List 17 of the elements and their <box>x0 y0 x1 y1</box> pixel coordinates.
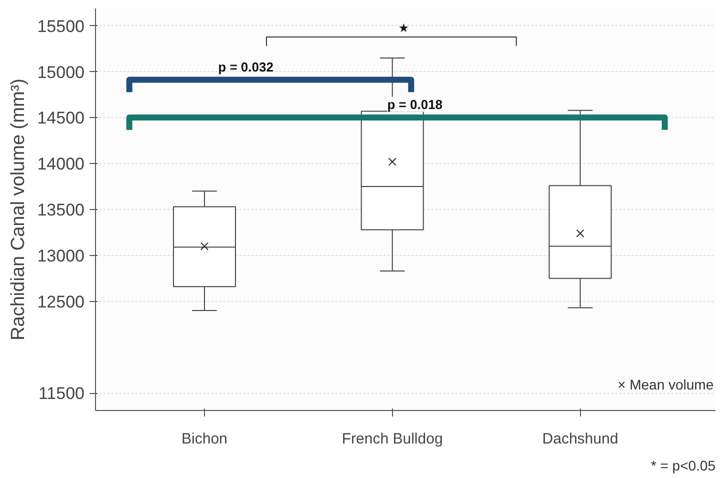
annotation: p = 0.018 <box>387 96 443 112</box>
text: * = p<0.05 <box>650 458 716 474</box>
y-tick-label: 14500 <box>37 108 85 128</box>
y-axis-title: Rachidian Canal volume (mm³) <box>8 78 30 340</box>
y-tick-label: 15500 <box>37 16 85 36</box>
annotation: × Mean volume <box>618 376 714 392</box>
x-tick-label: Dachshund <box>542 430 618 448</box>
y-tick-label: 13500 <box>37 200 85 220</box>
y-tick-label: 11500 <box>38 384 85 404</box>
annotation: ★ <box>398 21 410 36</box>
x-tick-label: Bichon <box>182 430 228 448</box>
y-tick-label: 14000 <box>37 154 85 174</box>
x-tick-label: French Bulldog <box>342 430 443 448</box>
annotation: p = 0.032 <box>218 59 274 74</box>
y-tick-label: 15000 <box>37 62 85 82</box>
y-tick-label: 13000 <box>37 246 85 266</box>
y-tick-label: 12500 <box>37 292 85 312</box>
